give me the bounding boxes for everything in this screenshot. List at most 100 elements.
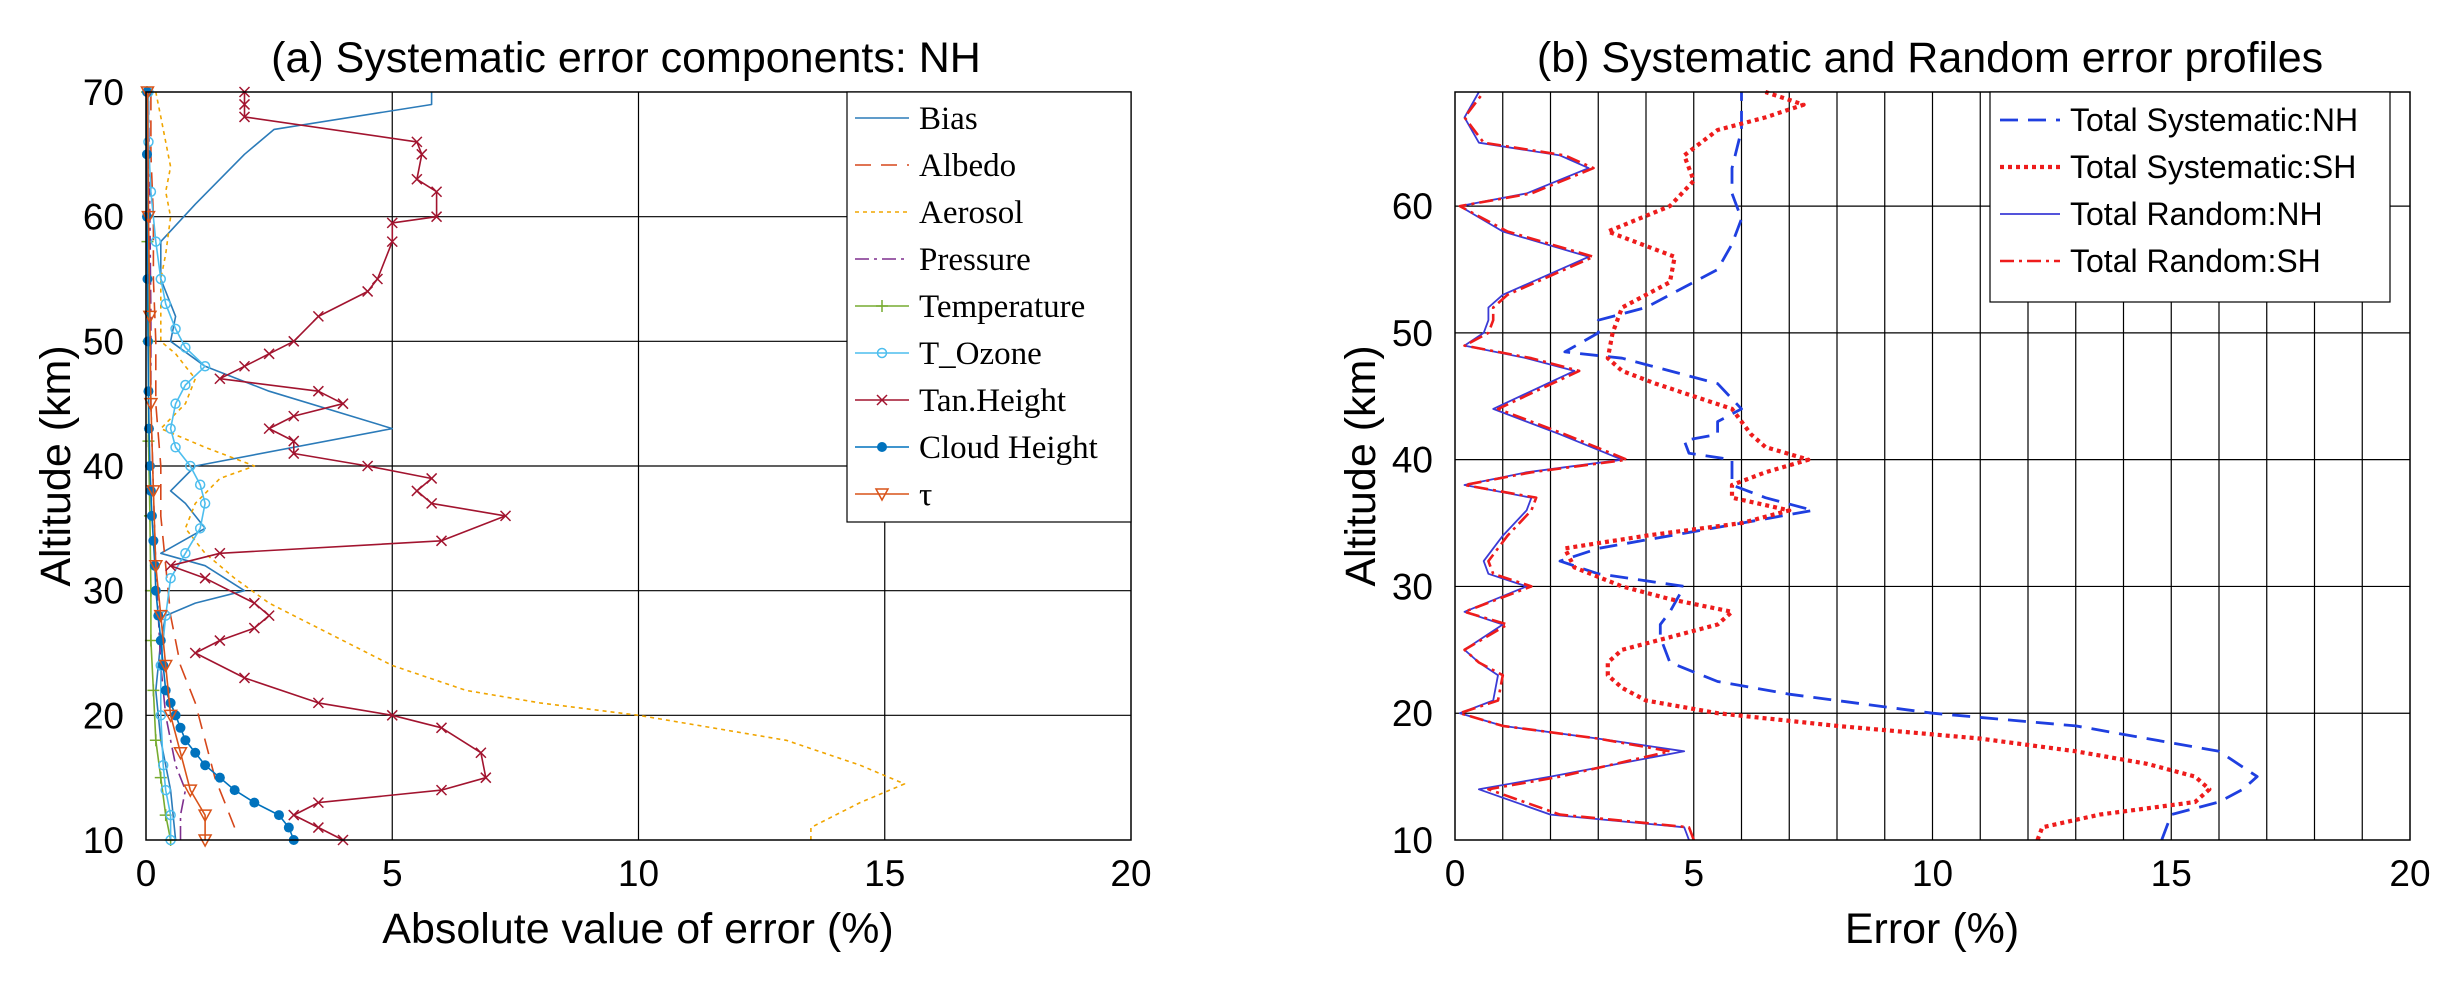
series-tan-height-point: [248, 622, 260, 634]
legend-cloud-height-point: [877, 442, 887, 452]
panel-a-title: (a) Systematic error components: NH: [271, 34, 981, 82]
y-tick-label: 50: [1392, 313, 1433, 354]
series-t-ozone-point: [199, 498, 211, 509]
y-tick-label: 10: [1392, 820, 1433, 861]
x-tick-label: 10: [1912, 853, 1953, 894]
series-t-ozone-point: [185, 460, 196, 472]
panel-a-legend: Bias Albedo Aerosol Pressure Temperature T_Oz…: [846, 91, 1132, 523]
series-tan-height-point: [386, 236, 398, 248]
series-tan-height-point: [288, 335, 300, 347]
series-albedo: [150, 92, 236, 828]
series-t-ozone-point: [165, 572, 176, 584]
legend-aerosol-label: Aerosol: [919, 195, 1023, 231]
legend-box: [846, 91, 1132, 523]
series-aerosol: [155, 91, 906, 840]
series-tan-height-point: [386, 217, 398, 229]
legend-tan-height-label: Tan.Height: [919, 383, 1066, 419]
series-tan-height-point: [248, 597, 260, 609]
series-tan-height-point: [312, 310, 324, 322]
y-tick-label: 10: [83, 820, 124, 861]
series-tan-height-point: [238, 360, 251, 372]
series-tau-point: [197, 809, 213, 823]
series-tan-height-point: [362, 460, 374, 472]
x-tick-label: 20: [1110, 853, 1151, 894]
series-tan-height-point: [480, 772, 492, 784]
series-tan-height-point: [214, 547, 226, 559]
series-tan-height-point: [312, 697, 324, 709]
series-tan-height-point: [288, 435, 300, 447]
series-t-ozone-point: [155, 710, 167, 721]
series-total-random-nh-line: [1458, 91, 1690, 841]
series-tan-height-point: [288, 448, 300, 460]
panel-a-xlabel: Absolute value of error (%): [382, 905, 893, 953]
legend-t-ozone-point: [876, 347, 888, 359]
legend-pressure-label: Pressure: [919, 242, 1031, 278]
series-cloud-height: [141, 87, 299, 845]
series-t-ozone-point: [199, 361, 211, 372]
series-total-random-nh: [1458, 91, 1690, 841]
series-tau-point: [142, 310, 158, 324]
panel-b-plot-frame: [1454, 91, 2411, 841]
series-tan-height-point: [431, 186, 443, 198]
series-total-random-sh: [1458, 91, 1696, 841]
series-t-ozone-point: [170, 442, 181, 453]
series-tau-line: [146, 91, 206, 840]
series-tan-height-point: [435, 722, 448, 734]
series-t-ozone-point: [194, 523, 206, 534]
series-cloud-height-point: [190, 747, 201, 758]
series-tan-height-point: [214, 635, 226, 647]
series-tau-point: [148, 559, 164, 574]
series-tan-height-point: [214, 373, 226, 385]
series-cloud-height-point: [165, 697, 176, 708]
series-cloud-height-point: [283, 822, 294, 833]
legend-tau-point: [874, 488, 890, 502]
series-tan-height-point: [426, 497, 438, 509]
series-tau-point: [153, 609, 169, 624]
series-tau-point: [143, 397, 159, 412]
series-t-ozone-point: [150, 236, 162, 247]
x-tick-label: 20: [2389, 853, 2430, 894]
x-tick-label: 10: [618, 853, 659, 894]
y-tick-label: 60: [83, 197, 124, 238]
series-tan-height-point: [435, 784, 448, 796]
legend-tau-label: τ: [919, 477, 932, 513]
legend-temperature-point: [876, 300, 888, 312]
series-tan-height-point: [199, 572, 211, 584]
series-tan-height-point: [475, 747, 487, 759]
series-pressure: [147, 91, 187, 840]
series-temperature-point: [147, 684, 160, 697]
x-tick-label: 5: [1683, 853, 1704, 894]
series-cloud-height-point: [146, 510, 157, 521]
series-t-ozone-point: [160, 784, 171, 796]
panel-b-xlabel: Error (%): [1845, 905, 2019, 953]
y-tick-label: 40: [1392, 440, 1433, 481]
series-tan-height-point: [386, 709, 398, 721]
series-tan-height-point: [312, 797, 324, 809]
series-temperature-point: [149, 734, 162, 747]
panel-b-series: [1458, 90, 2259, 841]
series-albedo-line: [150, 92, 236, 828]
series-tau-point: [158, 659, 173, 674]
series-cloud-height-point: [142, 274, 153, 284]
series-total-systematic-nh-line: [1558, 92, 2259, 841]
y-tick-label: 70: [83, 72, 124, 113]
series-cloud-height-point: [175, 722, 186, 733]
y-tick-label: 60: [1392, 186, 1433, 227]
series-total-systematic-sh: [1562, 90, 2212, 841]
panel-a-chart: (a) Systematic error components: NH 0 5 10…: [32, 34, 1152, 953]
series-tan-height-point: [288, 410, 300, 422]
series-tan-height-point: [165, 560, 177, 572]
series-tan-height-point: [337, 398, 349, 410]
legend-total-systematic-sh-label: Total Systematic:SH: [2070, 149, 2356, 185]
series-t-ozone-point: [194, 479, 206, 490]
series-tan-height-point: [431, 211, 443, 223]
series-tan-height-point: [416, 148, 428, 160]
series-t-ozone-point: [165, 809, 176, 821]
legend-total-systematic-nh-label: Total Systematic:NH: [2070, 102, 2358, 138]
series-cloud-height-point: [148, 535, 159, 546]
series-pressure-line: [147, 91, 187, 840]
x-tick-label: 0: [1445, 853, 1466, 894]
series-total-systematic-sh-line: [1562, 90, 2212, 841]
y-tick-label: 50: [83, 321, 124, 362]
